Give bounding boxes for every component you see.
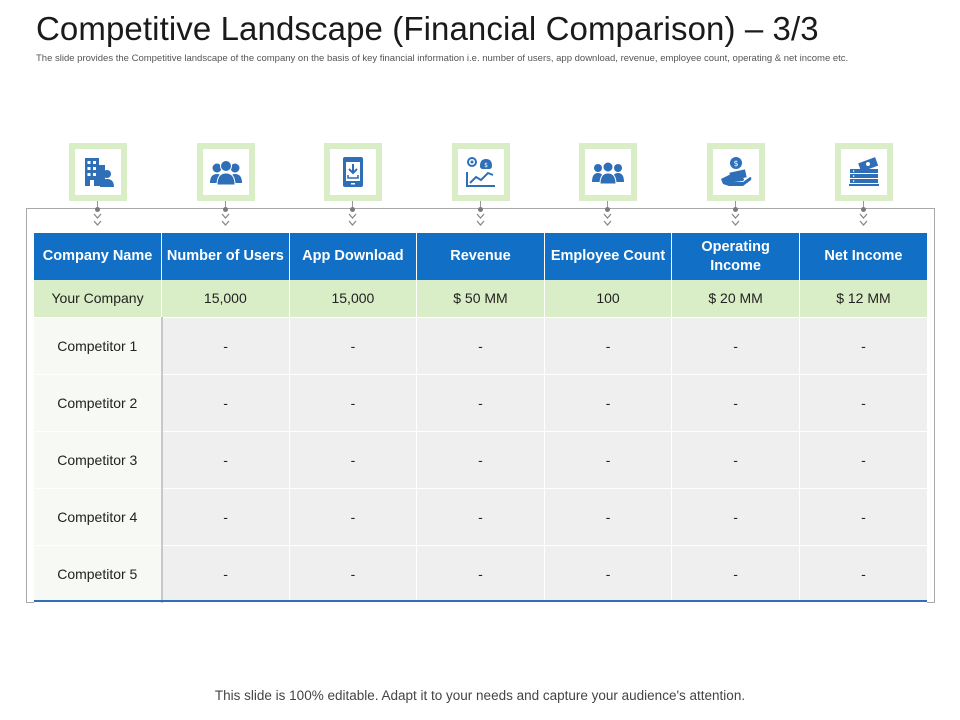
icon-column-operating-income: $ xyxy=(672,143,800,229)
net-income-money-icon xyxy=(848,157,879,186)
table-cell: Competitor 2 xyxy=(34,374,163,432)
table-cell: - xyxy=(416,431,545,489)
table-cell: Competitor 3 xyxy=(34,431,163,489)
table-row-competitor-1: Competitor 1 - - - - - - xyxy=(34,317,927,375)
header-number-of-users: Number of Users xyxy=(161,233,290,280)
table-cell: - xyxy=(671,488,800,546)
table-cell: - xyxy=(544,488,673,546)
page-subtitle: The slide provides the Competitive lands… xyxy=(36,53,849,64)
table-cell: - xyxy=(544,374,673,432)
company-building-icon xyxy=(85,158,114,187)
page-title: Competitive Landscape (Financial Compari… xyxy=(36,10,819,47)
header-company-name: Company Name xyxy=(34,233,163,280)
icon-column-employees xyxy=(544,143,672,229)
table-cell: - xyxy=(289,317,418,375)
table-row-your-company: Your Company 15,000 15,000 $ 50 MM 100 $… xyxy=(34,280,927,318)
table-row-competitor-4: Competitor 4 - - - - - - xyxy=(34,488,927,546)
operating-income-icon: $ xyxy=(721,157,752,186)
table-row-competitor-2: Competitor 2 - - - - - - xyxy=(34,374,927,432)
icons-row: $ $ xyxy=(34,143,927,229)
app-download-icon xyxy=(343,157,364,187)
table-cell: $ 12 MM xyxy=(799,280,927,318)
header-revenue: Revenue xyxy=(416,233,545,280)
icon-column-users xyxy=(162,143,290,229)
financial-comparison-table: Company Name Number of Users App Downloa… xyxy=(34,233,927,603)
table-cell: - xyxy=(161,317,290,375)
table-cell: - xyxy=(544,431,673,489)
table-cell: - xyxy=(289,374,418,432)
table-cell: Your Company xyxy=(34,280,163,318)
header-employee-count: Employee Count xyxy=(544,233,673,280)
table-cell: 15,000 xyxy=(161,280,290,318)
table-cell: - xyxy=(544,545,673,603)
table-cell: - xyxy=(416,488,545,546)
table-cell: Competitor 4 xyxy=(34,488,163,546)
table-cell: - xyxy=(416,545,545,603)
table-cell: - xyxy=(799,374,927,432)
table-row-competitor-5: Competitor 5 - - - - - - xyxy=(34,545,927,603)
employees-icon xyxy=(592,161,625,185)
header-net-income: Net Income xyxy=(799,233,927,280)
table-cell: Competitor 1 xyxy=(34,317,163,375)
users-group-icon xyxy=(209,160,242,186)
table-header-row: Company Name Number of Users App Downloa… xyxy=(34,233,927,280)
icon-column-company xyxy=(34,143,162,229)
table-cell: - xyxy=(289,431,418,489)
table-cell: - xyxy=(161,545,290,603)
svg-text:$: $ xyxy=(733,159,738,168)
table-cell: - xyxy=(671,431,800,489)
table-cell: $ 20 MM xyxy=(671,280,800,318)
table-cell: - xyxy=(289,545,418,603)
table-cell: - xyxy=(161,431,290,489)
svg-text:$: $ xyxy=(484,162,488,169)
header-app-download: App Download xyxy=(289,233,418,280)
table-cell: - xyxy=(671,374,800,432)
table-cell: - xyxy=(161,488,290,546)
table-row-competitor-3: Competitor 3 - - - - - - xyxy=(34,431,927,489)
footer-note: This slide is 100% editable. Adapt it to… xyxy=(214,688,746,703)
table-cell: - xyxy=(416,317,545,375)
table-cell: - xyxy=(161,374,290,432)
table-cell: Competitor 5 xyxy=(34,545,163,603)
table-cell: 100 xyxy=(544,280,673,318)
table-cell: $ 50 MM xyxy=(416,280,545,318)
icon-column-net-income xyxy=(800,143,928,229)
table-cell: - xyxy=(544,317,673,375)
icon-column-revenue: $ xyxy=(417,143,545,229)
table-cell: - xyxy=(289,488,418,546)
table-cell: - xyxy=(799,317,927,375)
table-cell: 15,000 xyxy=(289,280,418,318)
table-cell: - xyxy=(671,545,800,603)
icon-column-app-download xyxy=(289,143,417,229)
table-bottom-rule xyxy=(34,600,927,602)
revenue-chart-icon: $ xyxy=(465,157,495,187)
table-cell: - xyxy=(799,545,927,603)
table-cell: - xyxy=(416,374,545,432)
header-operating-income: Operating Income xyxy=(671,233,800,280)
table-cell: - xyxy=(799,488,927,546)
table-cell: - xyxy=(671,317,800,375)
table-cell: - xyxy=(799,431,927,489)
